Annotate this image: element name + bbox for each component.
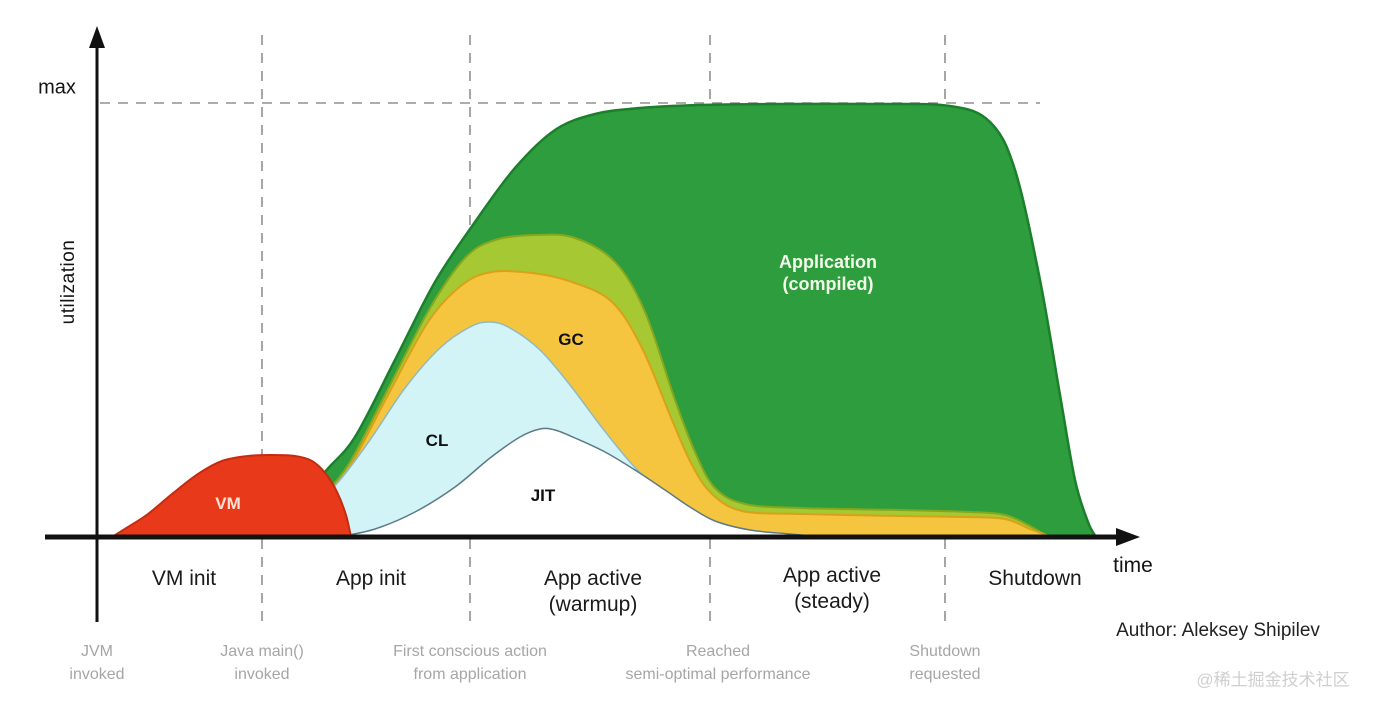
series-label-cl: CL — [425, 431, 449, 450]
y-axis-label: utilization — [58, 239, 79, 325]
area-jit — [337, 427, 826, 538]
milestone-line: Java main() — [220, 643, 304, 660]
phase-line: Shutdown — [988, 567, 1082, 590]
milestone-jvm-invoked: JVM invoked — [69, 640, 124, 686]
x-axis-label: time — [1113, 554, 1153, 577]
phase-label-shutdown: Shutdown — [988, 566, 1081, 592]
author-credit: Author: Aleksey Shipilev — [1116, 620, 1320, 641]
milestone-line: invoked — [69, 666, 125, 683]
milestone-line: Shutdown — [909, 643, 981, 660]
milestone-line: Reached — [685, 643, 751, 660]
milestone-shutdown-requested: Shutdown requested — [909, 640, 980, 686]
milestone-line: JVM — [81, 643, 113, 660]
phase-label-app-init: App init — [336, 566, 406, 592]
axes — [45, 26, 1140, 622]
phase-line: VM init — [151, 567, 217, 590]
milestone-line: invoked — [234, 666, 290, 683]
milestone-line: from application — [413, 666, 527, 683]
milestone-line: semi-optimal performance — [625, 666, 811, 683]
milestone-semi-optimal: Reached semi-optimal performance — [626, 640, 811, 686]
milestone-first-conscious-action: First conscious action from application — [393, 640, 547, 686]
phase-label-app-active-warmup: App active (warmup) — [544, 566, 642, 618]
series-label-application-compiled: Application (compiled) — [779, 251, 877, 295]
series-label-jit: JIT — [530, 486, 556, 505]
series-label-line: (compiled) — [782, 274, 874, 294]
x-axis-arrow — [1116, 528, 1140, 546]
phase-line: (warmup) — [548, 593, 638, 616]
phase-line: App active — [543, 567, 643, 590]
watermark: @稀土掘金技术社区 — [1196, 670, 1350, 690]
milestone-line: First conscious action — [393, 643, 547, 660]
series-label-gc: GC — [558, 330, 584, 349]
phase-line: App active — [782, 564, 882, 587]
series-label-line: Application — [779, 252, 877, 272]
phase-line: (steady) — [794, 590, 870, 613]
series-label-vm: VM — [215, 494, 241, 513]
y-max-label: max — [38, 76, 76, 99]
phase-label-vm-init: VM init — [152, 566, 216, 592]
phase-line: App init — [335, 567, 407, 590]
milestone-line: requested — [909, 666, 981, 683]
phase-label-app-active-steady: App active (steady) — [783, 563, 881, 615]
y-axis-arrow — [89, 26, 105, 48]
utilization-areas — [111, 102, 1098, 538]
area-vm — [111, 454, 352, 538]
milestone-java-main-invoked: Java main() invoked — [220, 640, 304, 686]
